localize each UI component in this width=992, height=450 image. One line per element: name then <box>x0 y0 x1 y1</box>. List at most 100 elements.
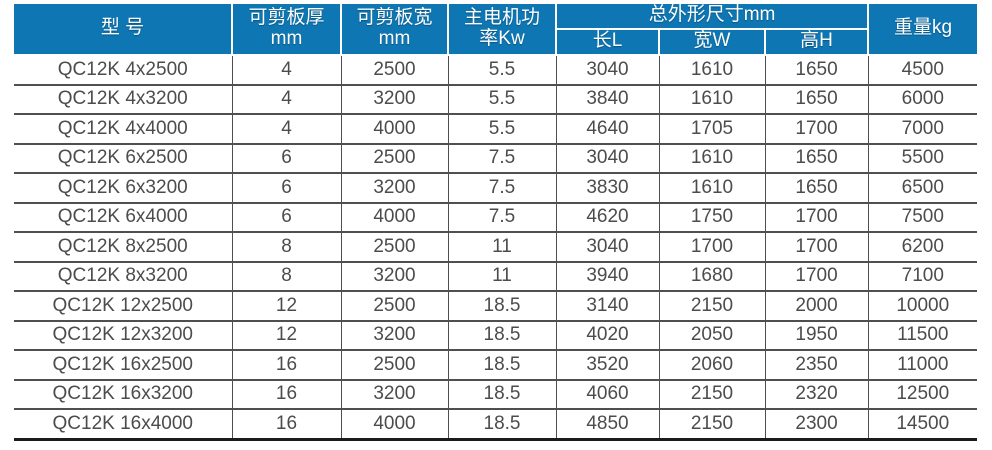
cell-dim-length: 3520 <box>555 350 659 380</box>
cell-weight: 7000 <box>867 114 978 144</box>
cell-thickness: 8 <box>231 232 341 262</box>
cell-dim-height: 1650 <box>764 84 869 114</box>
header-cut-width-line1: 可剪板宽 <box>356 6 433 28</box>
cell-model: QC12K 8x2500 <box>57 235 188 257</box>
cell-dim-height: 2000 <box>764 291 869 321</box>
cell-dim-length: 4020 <box>555 320 659 350</box>
header-thickness-line1: 可剪板厚 <box>248 6 325 28</box>
header-model: 型 号 <box>14 4 233 56</box>
cell-thickness: 4 <box>231 84 341 114</box>
cell-thickness: 4 <box>231 114 341 144</box>
cell-thickness: 4 <box>231 55 341 85</box>
cell-power: 18.5 <box>447 379 556 409</box>
table-row: QC12K 8x3200 8 3200 11 3940 1680 1700 7100 <box>14 261 978 291</box>
cell-power: 7.5 <box>447 173 556 203</box>
cell-dim-width: 1610 <box>658 84 765 114</box>
header-dim-width: 宽W <box>658 28 766 56</box>
header-cut-width: 可剪板宽 mm <box>340 4 449 56</box>
cell-dim-height: 1700 <box>764 202 869 232</box>
cell-power: 11 <box>447 261 556 291</box>
cell-weight: 5500 <box>867 143 978 173</box>
cell-dim-width: 1610 <box>658 173 765 203</box>
header-row-group: 型 号 可剪板厚 mm 可剪板宽 mm 主电机功 率Kw 总外形尺寸mm 重量k… <box>14 4 978 56</box>
table-row: QC12K 6x3200 6 3200 7.5 3830 1610 1650 6500 <box>14 173 978 203</box>
cell-dim-length: 4620 <box>555 202 659 232</box>
table-row: QC12K 12x2500 12 2500 18.5 3140 2150 2000 10000 <box>14 291 978 321</box>
machine-spec-table: 型 号 可剪板厚 mm 可剪板宽 mm 主电机功 率Kw 总外形尺寸mm 重量k… <box>14 4 978 441</box>
cell-model: QC12K 4x3200 <box>57 88 188 110</box>
cell-power: 18.5 <box>447 350 556 380</box>
spec-table-container: 型 号 可剪板厚 mm 可剪板宽 mm 主电机功 率Kw 总外形尺寸mm 重量k… <box>14 4 978 441</box>
cell-model: QC12K 16x2500 <box>52 353 194 375</box>
cell-weight: 14500 <box>867 409 978 439</box>
cell-dim-length: 4640 <box>555 114 659 144</box>
cell-weight: 6200 <box>867 232 978 262</box>
cell-cut-width: 3200 <box>340 379 448 409</box>
cell-dim-length: 3040 <box>555 55 659 85</box>
cell-thickness: 6 <box>231 202 341 232</box>
table-row: QC12K 12x3200 12 3200 18.5 4020 2050 1950 11500 <box>14 320 978 350</box>
cell-cut-width: 3200 <box>340 173 448 203</box>
cell-dim-width: 2150 <box>658 409 765 439</box>
cell-thickness: 8 <box>231 261 341 291</box>
cell-dim-length: 3940 <box>555 261 659 291</box>
cell-thickness: 12 <box>231 291 341 321</box>
cell-dim-width: 2150 <box>658 379 765 409</box>
cell-thickness: 16 <box>231 409 341 439</box>
table-row: QC12K 4x2500 4 2500 5.5 3040 1610 1650 4500 <box>14 55 978 85</box>
cell-weight: 4500 <box>867 55 978 85</box>
header-cut-width-line2: mm <box>378 27 411 49</box>
cell-dim-length: 4850 <box>555 409 659 439</box>
cell-power: 18.5 <box>447 320 556 350</box>
header-thickness-line2: mm <box>270 27 303 49</box>
cell-dim-height: 1700 <box>764 232 869 262</box>
table-row: QC12K 4x3200 4 3200 5.5 3840 1610 1650 6000 <box>14 84 978 114</box>
header-thickness: 可剪板厚 mm <box>231 4 342 56</box>
cell-power: 18.5 <box>447 291 556 321</box>
cell-cut-width: 3200 <box>340 320 448 350</box>
cell-dim-height: 1700 <box>764 261 869 291</box>
table-row: QC12K 16x4000 16 4000 18.5 4850 2150 2300 14500 <box>14 409 978 439</box>
cell-thickness: 16 <box>231 350 341 380</box>
cell-dim-width: 1680 <box>658 261 765 291</box>
cell-dim-length: 3140 <box>555 291 659 321</box>
cell-dim-width: 2050 <box>658 320 765 350</box>
cell-model: QC12K 4x4000 <box>57 117 188 139</box>
cell-model: QC12K 12x2500 <box>52 294 194 316</box>
header-dims-group: 总外形尺寸mm <box>554 4 870 30</box>
cell-dim-height: 1700 <box>764 114 869 144</box>
header-weight: 重量kg <box>867 4 978 56</box>
table-header: 型 号 可剪板厚 mm 可剪板宽 mm 主电机功 率Kw 总外形尺寸mm 重量k… <box>14 4 978 56</box>
cell-dim-width: 1700 <box>658 232 765 262</box>
header-dim-height: 高H <box>763 28 870 56</box>
header-row-sub: 长L 宽W 高H <box>14 28 977 56</box>
cell-model: QC12K 6x3200 <box>57 176 188 198</box>
cell-thickness: 6 <box>231 173 341 203</box>
cell-power: 11 <box>447 232 556 262</box>
table-row: QC12K 4x4000 4 4000 5.5 4640 1705 1700 7000 <box>14 114 978 144</box>
cell-weight: 11500 <box>867 320 978 350</box>
cell-cut-width: 4000 <box>340 114 448 144</box>
cell-power: 7.5 <box>447 202 556 232</box>
cell-power: 5.5 <box>447 114 556 144</box>
cell-dim-height: 2320 <box>764 379 869 409</box>
cell-weight: 6000 <box>867 84 978 114</box>
cell-thickness: 16 <box>231 379 341 409</box>
cell-dim-width: 1705 <box>658 114 765 144</box>
cell-dim-width: 2060 <box>658 350 765 380</box>
cell-weight: 6500 <box>867 173 978 203</box>
cell-dim-length: 3840 <box>555 84 659 114</box>
cell-power: 5.5 <box>447 55 556 85</box>
header-motor-power-line2: 率Kw <box>479 27 525 49</box>
table-row: QC12K 16x3200 16 3200 18.5 4060 2150 2320 12500 <box>14 379 978 409</box>
cell-dim-height: 2350 <box>764 350 869 380</box>
cell-power: 7.5 <box>447 143 556 173</box>
cell-power: 18.5 <box>447 409 556 439</box>
cell-weight: 11000 <box>867 350 978 380</box>
cell-weight: 7100 <box>867 261 978 291</box>
cell-power: 5.5 <box>447 84 556 114</box>
cell-cut-width: 2500 <box>340 291 448 321</box>
cell-cut-width: 2500 <box>340 143 448 173</box>
cell-dim-length: 3040 <box>555 143 659 173</box>
cell-dim-length: 3830 <box>555 173 659 203</box>
